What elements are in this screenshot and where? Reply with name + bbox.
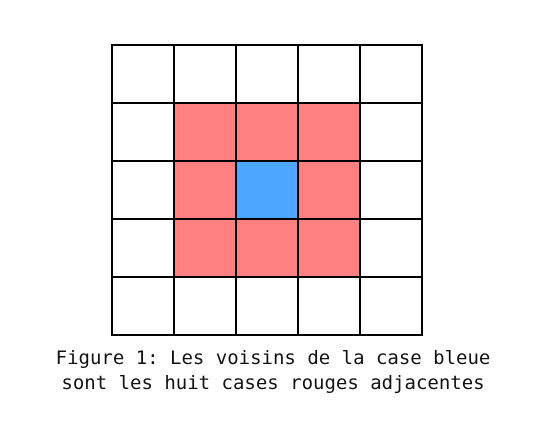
grid-cell [111, 44, 175, 104]
grid-cell [359, 160, 423, 220]
neighbor-cell [235, 218, 299, 278]
grid-cell [359, 276, 423, 336]
grid-cell [235, 44, 299, 104]
grid-cell [297, 276, 361, 336]
grid-cell [111, 102, 175, 162]
center-cell [235, 160, 299, 220]
neighbor-cell [173, 160, 237, 220]
grid-cell [111, 218, 175, 278]
caption-line-1: Figure 1: Les voisins de la case bleue [55, 347, 491, 369]
grid-cell [297, 44, 361, 104]
neighbor-cell [235, 102, 299, 162]
grid-cell [111, 160, 175, 220]
figure-caption: Figure 1: Les voisins de la case bleue s… [0, 346, 546, 396]
neighbor-cell [297, 160, 361, 220]
neighborhood-grid [111, 44, 423, 336]
neighbor-cell [297, 102, 361, 162]
grid-cell [359, 44, 423, 104]
neighbor-cell [173, 218, 237, 278]
grid-cell [111, 276, 175, 336]
neighbor-cell [173, 102, 237, 162]
grid-cell [235, 276, 299, 336]
neighbor-cell [297, 218, 361, 278]
grid-cell [173, 276, 237, 336]
grid-cell [359, 102, 423, 162]
caption-line-2: sont les huit cases rouges adjacentes [61, 372, 485, 394]
grid-cell [173, 44, 237, 104]
grid-cell [359, 218, 423, 278]
